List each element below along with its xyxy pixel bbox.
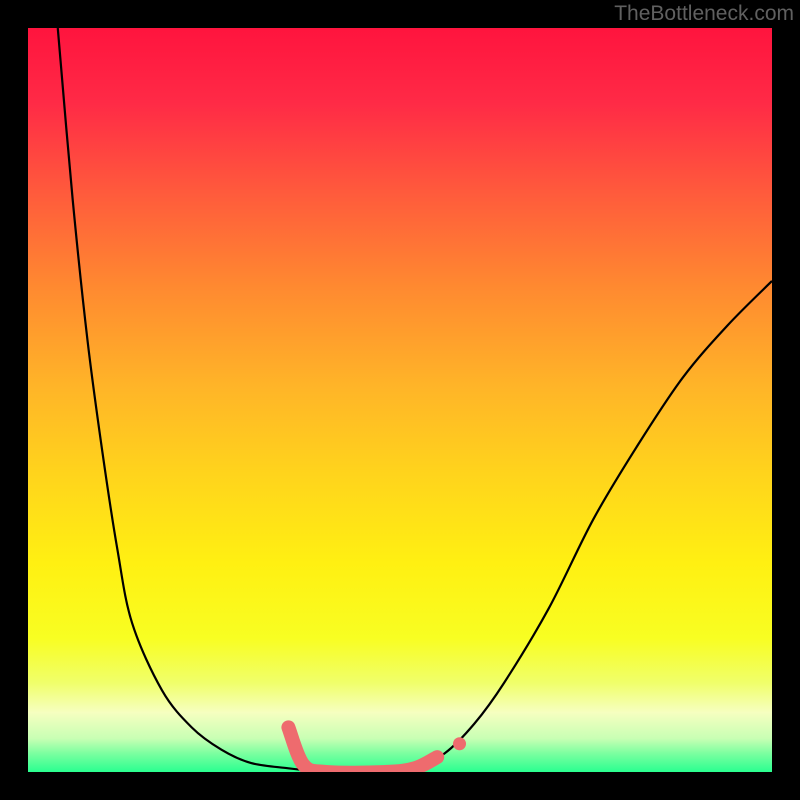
optimal-range-dot xyxy=(453,737,466,750)
chart-container: TheBottleneck.com xyxy=(0,0,800,800)
gradient-background xyxy=(28,28,772,772)
chart-plot xyxy=(28,28,772,772)
watermark-text: TheBottleneck.com xyxy=(614,2,794,26)
